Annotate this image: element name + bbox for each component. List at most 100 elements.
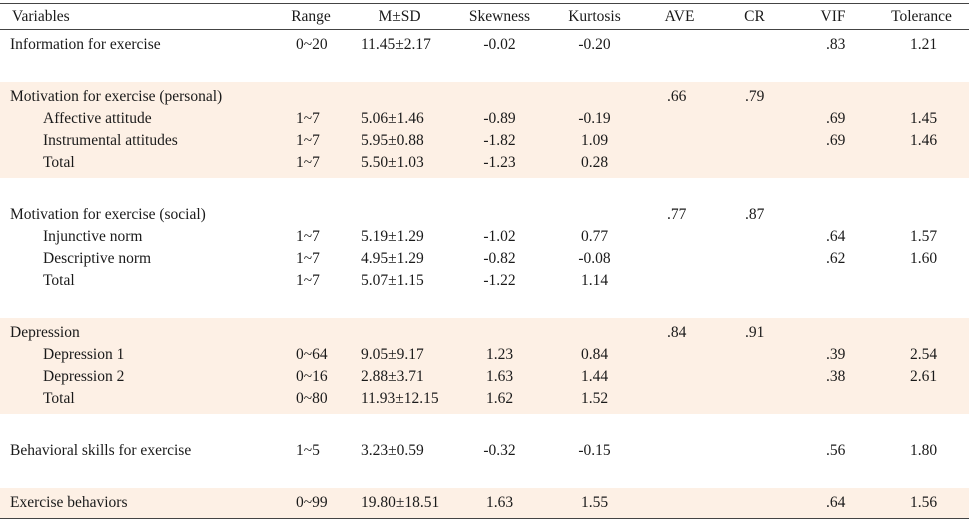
header-msd: M±SD [347, 3, 452, 30]
cell-tolerance [874, 388, 969, 414]
table-row: Total 1~7 5.07±1.15 -1.22 1.14 [0, 270, 969, 296]
cell-vif [792, 318, 874, 344]
table-row: Behavioral skills for exercise 1~5 3.23±0.… [0, 436, 969, 466]
spacer-row [0, 178, 969, 200]
cell-cr [717, 436, 792, 466]
cell-skewness: 1.63 [452, 366, 547, 388]
spacer-row [0, 466, 969, 488]
cell-tolerance [874, 200, 969, 226]
cell-msd: 5.50±1.03 [347, 152, 452, 178]
cell-skewness [452, 318, 547, 344]
cell-ave: .84 [642, 318, 717, 344]
cell-variable: Descriptive norm [43, 250, 152, 267]
cell-ave [642, 30, 717, 61]
cell-kurtosis [547, 200, 642, 226]
cell-tolerance: 1.56 [874, 488, 969, 519]
cell-kurtosis: 1.14 [580, 272, 609, 289]
cell-skewness: -1.82 [452, 130, 547, 152]
cell-skewness: -0.02 [483, 36, 516, 53]
cell-cr [717, 108, 792, 130]
cell-variable: Depression 1 [0, 344, 275, 366]
cell-ave [642, 226, 717, 248]
spacer-cell [0, 414, 969, 436]
cell-vif [792, 152, 874, 178]
table-row: Affective attitude 1~7 5.06±1.46 -0.89 -0.19… [0, 108, 969, 130]
cell-variable: Injunctive norm [43, 228, 143, 245]
cell-cr [717, 248, 792, 270]
group-title: Motivation for exercise (social) [10, 206, 206, 223]
cell-kurtosis: 1.55 [547, 488, 642, 519]
cell-cr [717, 152, 792, 178]
table-row: Depression 2 0~16 2.88±3.71 1.63 1.44 .38 2.61 [0, 366, 969, 388]
cell-ave [642, 488, 717, 519]
cell-variable: Behavioral skills for exercise [10, 442, 192, 459]
header-cr: CR [717, 3, 792, 30]
cell-kurtosis: 0.77 [580, 228, 609, 245]
cell-vif: .62 [826, 250, 846, 267]
cell-kurtosis: 1.09 [547, 130, 642, 152]
cell-tolerance [874, 318, 969, 344]
cell-ave [642, 388, 717, 414]
cell-kurtosis: -0.15 [578, 442, 611, 459]
spacer-row [0, 60, 969, 82]
cell-variable: Affective attitude [0, 108, 275, 130]
cell-skewness: 1.23 [452, 344, 547, 366]
cell-msd: 11.93±12.15 [347, 388, 452, 414]
cell-skewness: -1.22 [483, 272, 516, 289]
cell-cr [717, 226, 792, 248]
cell-kurtosis: -0.20 [578, 36, 611, 53]
cell-skewness: -0.82 [483, 250, 516, 267]
cell-msd: 4.95±1.29 [361, 250, 424, 267]
group-title-row: Motivation for exercise (social) .77 .87 [0, 200, 969, 226]
cell-tolerance: 1.60 [910, 250, 938, 267]
cell-kurtosis: 1.52 [547, 388, 642, 414]
cell-range [275, 200, 347, 226]
spacer-cell [0, 60, 969, 82]
cell-variable: Total [43, 272, 75, 289]
cell-skewness: 1.63 [452, 488, 547, 519]
cell-skewness: 1.62 [452, 388, 547, 414]
cell-vif [792, 270, 874, 296]
cell-range: 0~99 [275, 488, 347, 519]
cell-variable: Total [0, 388, 275, 414]
spacer-cell [0, 296, 969, 318]
cell-range [275, 82, 347, 108]
cell-tolerance [874, 82, 969, 108]
cell-ave [642, 436, 717, 466]
cell-msd: 5.19±1.29 [361, 228, 424, 245]
cell-range: 1~7 [296, 272, 320, 289]
cell-ave [642, 270, 717, 296]
cell-msd: 5.06±1.46 [347, 108, 452, 130]
descriptive-statistics-table: Variables Range M±SD Skewness Kurtosis A… [0, 3, 969, 519]
table-row: Total 0~80 11.93±12.15 1.62 1.52 [0, 388, 969, 414]
cell-vif: .69 [792, 130, 874, 152]
cell-variable: Instrumental attitudes [0, 130, 275, 152]
cell-vif [792, 82, 874, 108]
cell-kurtosis: 1.44 [547, 366, 642, 388]
table-row: Total 1~7 5.50±1.03 -1.23 0.28 [0, 152, 969, 178]
cell-cr [717, 488, 792, 519]
group-title-row: Motivation for exercise (personal) .66.79 [0, 82, 969, 108]
cell-skewness: -0.89 [452, 108, 547, 130]
cell-skewness [452, 200, 547, 226]
cell-tolerance: 1.46 [874, 130, 969, 152]
cell-msd: 3.23±0.59 [361, 442, 424, 459]
cell-cr: .79 [717, 82, 792, 108]
cell-range: 1~7 [275, 130, 347, 152]
cell-kurtosis [547, 318, 642, 344]
header-ave: AVE [642, 3, 717, 30]
cell-msd [347, 200, 452, 226]
cell-cr: .91 [717, 318, 792, 344]
cell-msd: 5.95±0.88 [347, 130, 452, 152]
cell-vif: .83 [826, 36, 846, 53]
cell-kurtosis [547, 82, 642, 108]
cell-range: 0~16 [275, 366, 347, 388]
cell-tolerance: 1.57 [910, 228, 938, 245]
cell-skewness: -1.02 [483, 228, 516, 245]
cell-cr [717, 388, 792, 414]
cell-msd: 2.88±3.71 [347, 366, 452, 388]
spacer-row [0, 414, 969, 436]
cell-tolerance: 2.61 [874, 366, 969, 388]
cell-ave [642, 108, 717, 130]
cell-cr [717, 30, 792, 61]
